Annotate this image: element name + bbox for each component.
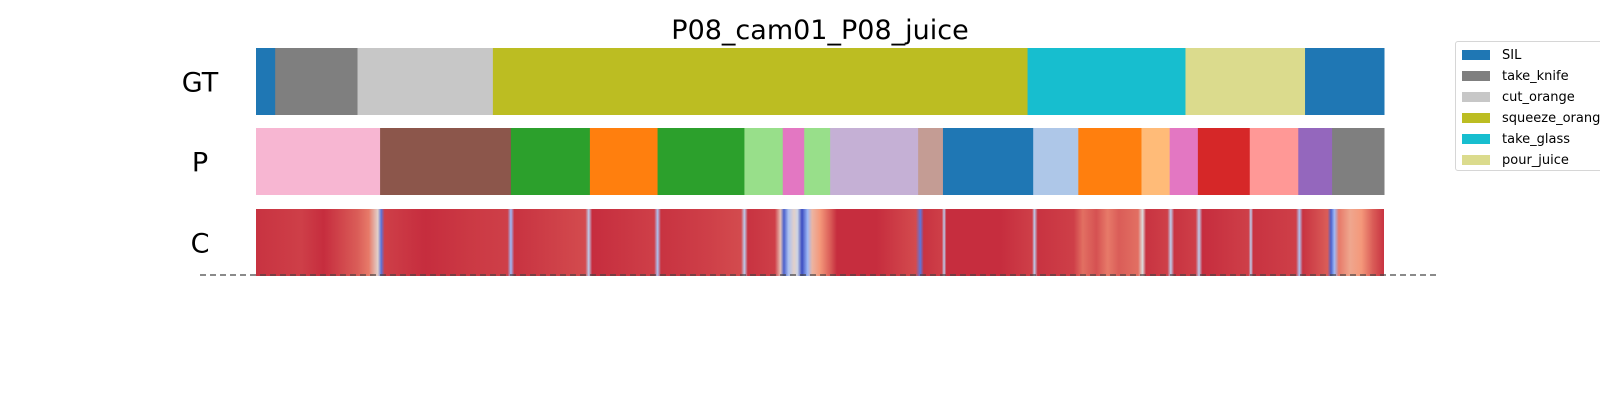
segment-p [1078, 128, 1142, 195]
segment-gt [256, 48, 276, 115]
segment-p [942, 128, 1034, 195]
legend-label: pour_juice [1502, 152, 1569, 168]
segment-gt [1027, 48, 1186, 115]
segment-p [1332, 128, 1385, 195]
legend-item: take_knife [1462, 66, 1569, 86]
legend-swatch [1462, 92, 1490, 102]
segment-p [1249, 128, 1299, 195]
segment-gt [275, 48, 359, 115]
segment-gt [1185, 48, 1306, 115]
segment-p [256, 128, 381, 195]
legend-swatch [1462, 113, 1490, 123]
segment-p [1141, 128, 1171, 195]
segment-p [1197, 128, 1251, 195]
chart-title: P08_cam01_P08_juice [671, 15, 968, 46]
segment-p [804, 128, 831, 195]
segment-p [782, 128, 805, 195]
segment-gt [1305, 48, 1385, 115]
confidence-strip [256, 209, 1384, 276]
legend-label: take_knife [1502, 68, 1569, 84]
legend-item: pour_juice [1462, 150, 1569, 170]
segment-p [918, 128, 944, 195]
row-label-p: P [192, 148, 208, 179]
segment-p [589, 128, 659, 195]
segment-p [1033, 128, 1079, 195]
legend-label: take_glass [1502, 131, 1571, 147]
legend-label: cut_orange [1502, 89, 1575, 105]
legend-item: cut_orange [1462, 87, 1575, 107]
legend-item: squeeze_orange [1462, 108, 1600, 128]
legend-item: SIL [1462, 45, 1521, 65]
segment-p [1169, 128, 1199, 195]
segment-p [830, 128, 919, 195]
legend-swatch [1462, 155, 1490, 165]
row-label-c: C [191, 229, 210, 260]
row-label-gt: GT [182, 68, 219, 99]
segment-p [744, 128, 784, 195]
segment-gt [492, 48, 1029, 115]
segment-p [1298, 128, 1333, 195]
legend-item: take_glass [1462, 129, 1570, 149]
legend-swatch [1462, 71, 1490, 81]
legend-label: SIL [1502, 47, 1522, 63]
legend: SIL take_knife cut_orange squeeze_orange… [1455, 41, 1600, 171]
segment-p [657, 128, 745, 195]
legend-label: squeeze_orange [1502, 110, 1600, 126]
legend-swatch [1462, 134, 1490, 144]
segment-gt [357, 48, 494, 115]
segment-p [510, 128, 591, 195]
legend-swatch [1462, 50, 1490, 60]
segment-p [380, 128, 512, 195]
